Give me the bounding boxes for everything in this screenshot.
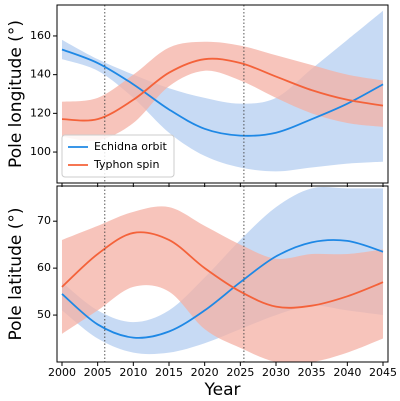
y-tick-label: 60 — [37, 261, 51, 274]
legend-label: Echidna orbit — [94, 140, 168, 153]
legend-box — [61, 134, 175, 178]
series-line — [61, 57, 384, 122]
x-axis-label: Year — [204, 380, 241, 400]
series-line — [61, 48, 384, 137]
y-tick-label: 140 — [30, 68, 51, 81]
y-tick-label: 100 — [30, 145, 51, 158]
series-line — [61, 231, 384, 309]
y-tick-label: 70 — [37, 214, 51, 227]
x-tick-label: 2010 — [119, 366, 147, 379]
y-tick-label: 160 — [30, 29, 51, 42]
y-tick-label: 50 — [37, 308, 51, 321]
x-tick-label: 2045 — [369, 366, 397, 379]
confidence-band — [61, 41, 384, 141]
x-tick-label: 2035 — [298, 366, 326, 379]
x-tick-label: 2040 — [333, 366, 361, 379]
y-axis-label: Pole latitude (°) — [6, 207, 26, 340]
plot-frame — [56, 4, 389, 184]
x-tick-label: 2000 — [48, 366, 76, 379]
plot-area — [61, 10, 384, 172]
confidence-band — [61, 10, 384, 172]
x-tick-label: 2015 — [155, 366, 183, 379]
x-tick-label: 2020 — [191, 366, 219, 379]
x-tick-label: 2030 — [262, 366, 290, 379]
x-tick-label: 2005 — [84, 366, 112, 379]
x-tick-label: 2025 — [226, 366, 254, 379]
plot-area — [61, 186, 384, 362]
series-line — [61, 239, 384, 339]
plot-frame — [56, 185, 389, 363]
y-tick-label: 120 — [30, 106, 51, 119]
confidence-band — [61, 206, 384, 362]
y-axis-label: Pole longitude (°) — [6, 20, 26, 168]
legend-label: Typhon spin — [93, 158, 159, 171]
